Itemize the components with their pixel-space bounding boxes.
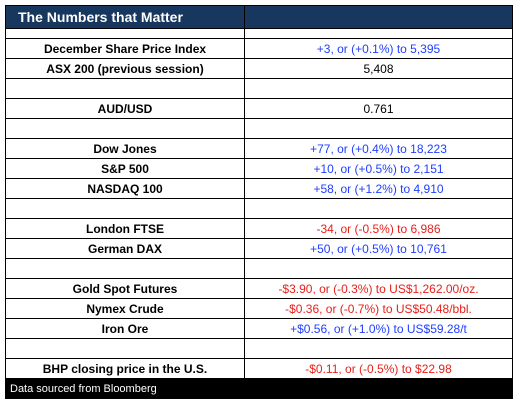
row-value: +3, or (+0.1%) to 5,395 xyxy=(244,38,513,59)
header-cell xyxy=(244,5,513,29)
row-value: +$0.56, or (+1.0%) to US$59.28/t xyxy=(244,318,513,339)
row-label: Gold Spot Futures xyxy=(5,278,245,299)
data-row: ASX 200 (previous session) 5,408 xyxy=(5,58,513,79)
data-row: BHP closing price in the U.S. -$0.11, or … xyxy=(5,358,513,379)
row-label: December Share Price Index xyxy=(5,38,245,59)
spacer-cell xyxy=(244,258,513,279)
spacer-cell xyxy=(5,198,245,219)
data-row: AUD/USD 0.761 xyxy=(5,98,513,119)
row-value: +50, or (+0.5%) to 10,761 xyxy=(244,238,513,259)
footer-source: Data sourced from Bloomberg xyxy=(5,378,513,399)
header-title: The Numbers that Matter xyxy=(5,5,245,29)
spacer-row xyxy=(5,198,513,219)
data-row: Iron Ore +$0.56, or (+1.0%) to US$59.28/t xyxy=(5,318,513,339)
row-value: +10, or (+0.5%) to 2,151 xyxy=(244,158,513,179)
row-label: ASX 200 (previous session) xyxy=(5,58,245,79)
spacer-row xyxy=(5,78,513,99)
spacer-cell xyxy=(5,338,245,359)
row-value: -$0.11, or (-0.5%) to $22.98 xyxy=(244,358,513,379)
data-row: December Share Price Index +3, or (+0.1%)… xyxy=(5,38,513,59)
spacer-cell xyxy=(5,78,245,99)
row-label: London FTSE xyxy=(5,218,245,239)
spacer-row xyxy=(5,338,513,359)
spacer-cell xyxy=(244,118,513,139)
spacer-cell xyxy=(244,28,513,39)
row-value: 0.761 xyxy=(244,98,513,119)
row-value: -$3.90, or (-0.3%) to US$1,262.00/oz. xyxy=(244,278,513,299)
data-row: German DAX +50, or (+0.5%) to 10,761 xyxy=(5,238,513,259)
numbers-table: The Numbers that Matter December Share P… xyxy=(5,5,513,399)
row-label: AUD/USD xyxy=(5,98,245,119)
row-label: S&P 500 xyxy=(5,158,245,179)
row-value: 5,408 xyxy=(244,58,513,79)
data-row: London FTSE -34, or (-0.5%) to 6,986 xyxy=(5,218,513,239)
spacer-cell xyxy=(244,198,513,219)
spacer-row xyxy=(5,258,513,279)
spacer-cell xyxy=(5,118,245,139)
spacer-row xyxy=(5,28,513,39)
spacer-cell xyxy=(244,78,513,99)
table-body: The Numbers that Matter December Share P… xyxy=(5,5,513,399)
spacer-cell xyxy=(5,28,245,39)
data-row: Nymex Crude -$0.36, or (-0.7%) to US$50.4… xyxy=(5,298,513,319)
row-value: +77, or (+0.4%) to 18,223 xyxy=(244,138,513,159)
data-row: NASDAQ 100 +58, or (+1.2%) to 4,910 xyxy=(5,178,513,199)
footer-row: Data sourced from Bloomberg xyxy=(5,378,513,399)
row-value: +58, or (+1.2%) to 4,910 xyxy=(244,178,513,199)
spacer-cell xyxy=(244,338,513,359)
header-row: The Numbers that Matter xyxy=(5,5,513,29)
row-label: BHP closing price in the U.S. xyxy=(5,358,245,379)
row-label: Dow Jones xyxy=(5,138,245,159)
row-value: -$0.36, or (-0.7%) to US$50.48/bbl. xyxy=(244,298,513,319)
row-label: Nymex Crude xyxy=(5,298,245,319)
data-row: Gold Spot Futures -$3.90, or (-0.3%) to U… xyxy=(5,278,513,299)
row-label: German DAX xyxy=(5,238,245,259)
spacer-cell xyxy=(5,258,245,279)
data-row: S&P 500 +10, or (+0.5%) to 2,151 xyxy=(5,158,513,179)
row-value: -34, or (-0.5%) to 6,986 xyxy=(244,218,513,239)
spacer-row xyxy=(5,118,513,139)
row-label: Iron Ore xyxy=(5,318,245,339)
row-label: NASDAQ 100 xyxy=(5,178,245,199)
data-row: Dow Jones +77, or (+0.4%) to 18,223 xyxy=(5,138,513,159)
